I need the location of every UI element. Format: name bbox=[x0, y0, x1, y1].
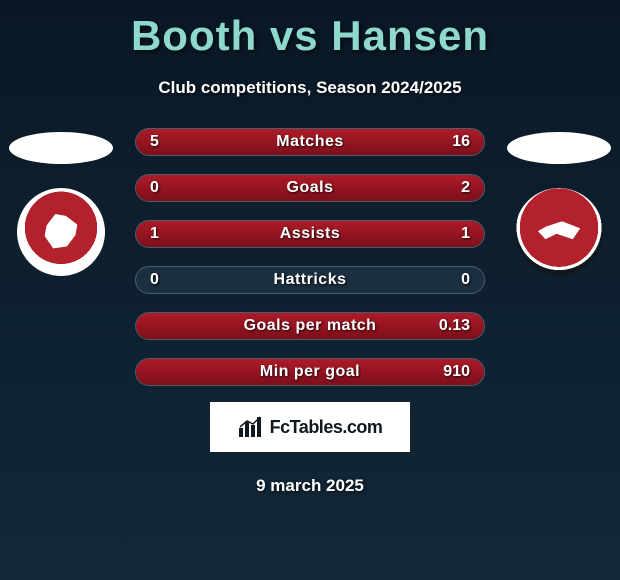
stat-label: Hattricks bbox=[274, 271, 347, 289]
club-crest-left bbox=[17, 188, 105, 276]
stat-label: Min per goal bbox=[260, 363, 360, 381]
footer-badge: FcTables.com bbox=[210, 402, 410, 452]
stat-fill-right bbox=[220, 129, 484, 155]
player-right-avatar bbox=[507, 132, 611, 164]
comparison-row: 5 Matches 16 0 Goals 2 1 Assists 1 0 Hattricks 0 Goa… bbox=[0, 128, 620, 386]
stat-value-right: 16 bbox=[452, 133, 470, 151]
club-crest-right bbox=[515, 188, 603, 276]
stat-pill: Min per goal 910 bbox=[135, 358, 485, 386]
stat-fill-left bbox=[136, 129, 220, 155]
stats-column: 5 Matches 16 0 Goals 2 1 Assists 1 0 Hattricks 0 Goa… bbox=[135, 128, 485, 386]
page-title: Booth vs Hansen bbox=[0, 0, 620, 60]
stat-pill: 5 Matches 16 bbox=[135, 128, 485, 156]
player-right-col bbox=[504, 128, 614, 276]
stat-value-right: 0.13 bbox=[439, 317, 470, 335]
stat-value-left: 1 bbox=[150, 225, 159, 243]
stat-value-left: 0 bbox=[150, 271, 159, 289]
footer-brand-text: FcTables.com bbox=[270, 417, 383, 438]
player-left-col bbox=[6, 128, 116, 276]
stat-label: Goals per match bbox=[244, 317, 377, 335]
date-line: 9 march 2025 bbox=[0, 476, 620, 496]
stat-value-right: 1 bbox=[461, 225, 470, 243]
stat-value-right: 910 bbox=[443, 363, 470, 381]
stat-value-left: 5 bbox=[150, 133, 159, 151]
stat-pill: Goals per match 0.13 bbox=[135, 312, 485, 340]
stat-value-right: 0 bbox=[461, 271, 470, 289]
stat-value-right: 2 bbox=[461, 179, 470, 197]
stat-pill: 1 Assists 1 bbox=[135, 220, 485, 248]
stat-pill: 0 Hattricks 0 bbox=[135, 266, 485, 294]
stat-label: Goals bbox=[287, 179, 334, 197]
player-left-avatar bbox=[9, 132, 113, 164]
stat-label: Assists bbox=[280, 225, 340, 243]
subtitle: Club competitions, Season 2024/2025 bbox=[0, 78, 620, 98]
stat-pill: 0 Goals 2 bbox=[135, 174, 485, 202]
stat-label: Matches bbox=[276, 133, 344, 151]
stat-value-left: 0 bbox=[150, 179, 159, 197]
bars-icon bbox=[238, 416, 264, 438]
